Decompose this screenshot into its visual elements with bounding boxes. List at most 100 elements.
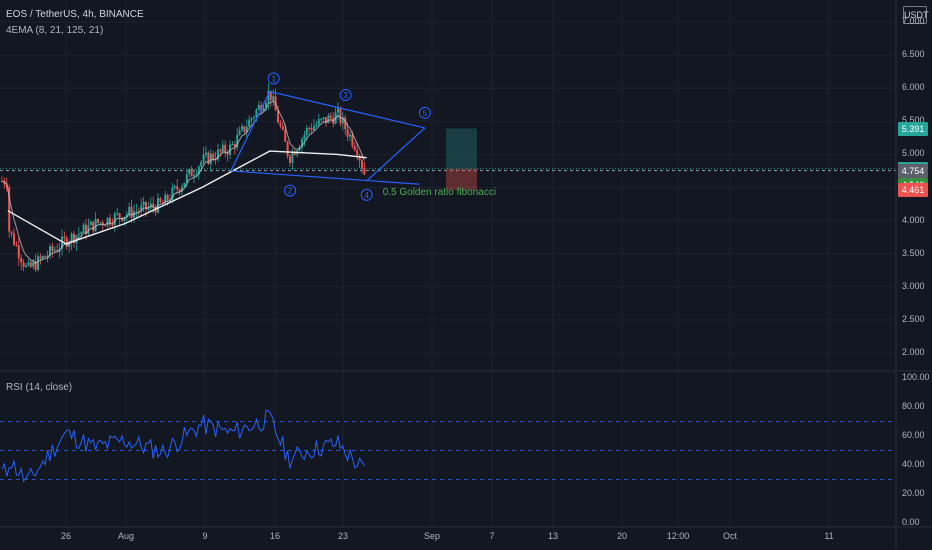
symbol-legend[interactable]: EOS / TetherUS, 4h, BINANCE xyxy=(6,9,144,20)
candle-body xyxy=(68,242,71,247)
price-tick-label: 3.500 xyxy=(902,247,925,258)
price-tick-label: 2.500 xyxy=(902,313,925,324)
candle-body xyxy=(356,149,359,156)
candle-body xyxy=(279,122,282,127)
price-tick-label: 6.500 xyxy=(902,49,925,60)
price-tick-label: 5.500 xyxy=(902,115,925,126)
candle-body xyxy=(65,238,68,247)
candle-body xyxy=(248,119,251,127)
candle-body xyxy=(257,104,260,110)
candle-body xyxy=(56,249,59,252)
wave-label: 3 xyxy=(343,91,348,100)
candle-body xyxy=(243,126,246,132)
price-tag: 5.391 xyxy=(898,121,928,136)
wave-label-circle xyxy=(360,188,373,201)
candle-body xyxy=(159,198,162,203)
candle-body xyxy=(185,174,188,183)
rsi-pane xyxy=(0,409,896,483)
candle-body xyxy=(161,202,164,204)
candle-body xyxy=(128,206,131,215)
rsi-tick-label: 60.00 xyxy=(902,430,925,440)
candle-body xyxy=(200,161,203,167)
candle-body xyxy=(178,189,181,192)
time-tick-label: 16 xyxy=(269,531,281,541)
candle-body xyxy=(325,117,327,124)
wave-1-leg xyxy=(230,91,271,172)
rsi-legend[interactable]: RSI (14, close) xyxy=(6,382,73,393)
grid-lines xyxy=(0,0,896,527)
candle-body xyxy=(15,244,18,246)
candle-body xyxy=(221,144,224,152)
candle-body xyxy=(29,262,32,267)
candle-body xyxy=(13,233,15,245)
price-tick-label: 2.000 xyxy=(902,347,925,357)
wave-label: 1 xyxy=(271,75,276,84)
candle-body xyxy=(8,187,11,232)
candle-body xyxy=(142,201,145,206)
price-tag: 4.754 xyxy=(898,163,928,178)
price-levels xyxy=(0,168,896,172)
candle-body xyxy=(233,144,236,148)
candle-body xyxy=(87,225,90,235)
candle-body xyxy=(106,217,109,226)
candle-body xyxy=(197,166,200,174)
time-tick-label: Sep xyxy=(423,531,441,541)
candle-body xyxy=(281,126,284,130)
candle-body xyxy=(25,265,27,267)
candle-body xyxy=(82,224,85,233)
wave-label-circle xyxy=(418,106,431,119)
candle-body xyxy=(63,236,66,239)
candle-body xyxy=(80,232,83,234)
candle-body xyxy=(313,125,315,131)
candle-body xyxy=(58,248,61,252)
candle-body xyxy=(250,118,253,120)
candle-body xyxy=(27,262,30,266)
time-tick-label: 26 xyxy=(60,531,72,541)
candle-body xyxy=(37,256,39,270)
rsi-tick-label: 20.00 xyxy=(902,488,925,498)
price-tick-label: 7.000 xyxy=(902,16,925,26)
candle-body xyxy=(17,245,20,259)
candle-body xyxy=(164,194,167,204)
ema-legend[interactable]: 4EMA (8, 21, 125, 21) xyxy=(6,25,104,36)
price-tick-label: 4.000 xyxy=(902,214,925,225)
time-tick-label: Aug xyxy=(117,531,135,541)
candle-body xyxy=(286,141,289,157)
candle-body xyxy=(327,115,330,124)
candle-body xyxy=(226,152,229,155)
candle-body xyxy=(113,213,116,226)
wave-label-circle xyxy=(267,72,280,85)
candle-body xyxy=(116,213,119,215)
candle-body xyxy=(272,96,275,101)
candle-body xyxy=(265,102,267,108)
candle-body xyxy=(293,152,296,155)
candle-body xyxy=(3,181,6,185)
long-position-tool[interactable] xyxy=(446,128,477,191)
wave-label: 5 xyxy=(423,109,428,118)
candle-body xyxy=(255,109,258,118)
candle-body xyxy=(308,128,311,130)
candle-body xyxy=(267,90,270,103)
candle-body xyxy=(176,186,179,190)
candle-body xyxy=(104,225,107,227)
ema-fast-line xyxy=(1,99,365,265)
candle-body xyxy=(183,182,186,187)
candle-body xyxy=(344,117,347,129)
candle-body xyxy=(22,262,25,267)
stop-zone xyxy=(446,168,477,191)
candle-body xyxy=(315,124,318,126)
candle-body xyxy=(329,115,332,118)
candle-body xyxy=(166,194,169,201)
candle-body xyxy=(229,144,231,155)
candle-body xyxy=(349,134,351,137)
wedge-pattern[interactable] xyxy=(230,90,426,185)
candle-body xyxy=(145,201,147,210)
currency-button[interactable]: USDT xyxy=(903,6,929,24)
candle-body xyxy=(32,261,35,267)
candle-body xyxy=(301,139,303,148)
wave-5-leg xyxy=(366,127,426,182)
candle-body xyxy=(39,256,42,259)
candle-body xyxy=(320,118,323,120)
